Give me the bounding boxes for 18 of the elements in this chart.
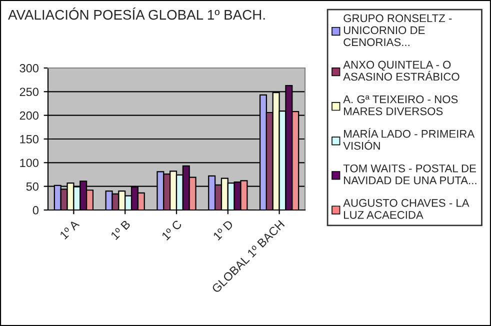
legend-label: ANXO QUINTELA - O ASASINO ESTRÁBICO: [343, 60, 460, 81]
y-tick-label: 250: [20, 88, 39, 96]
y-tick-label: 50: [26, 182, 39, 191]
legend-label: GRUPO RONSELTZ - UNICORNIO DE CENORIAS...: [344, 14, 452, 46]
y-tick-label: 300: [20, 64, 39, 72]
x-tick-label: 1º D: [212, 220, 234, 240]
legend-label: TOM WAITS - POSTAL DE NAVIDAD DE UNA PUTA...: [343, 164, 476, 184]
x-tick-label: 1º C: [161, 220, 182, 241]
chart-title: AVALIACIÓN POESÍA GLOBAL 1º BACH.: [8, 8, 265, 20]
legend-label: A. Gª TEIXEIRO - NOS MARES DIVERSOS: [343, 95, 458, 116]
y-tick-label: 150: [20, 135, 39, 144]
x-tick-label: 1º A: [59, 219, 80, 240]
y-tick-label: 0: [32, 206, 39, 214]
x-tick-label: 1º B: [110, 220, 131, 240]
legend-label: AUGUSTO CHAVES - LA LUZ ACAECIDA: [343, 199, 470, 219]
y-tick-label: 100: [20, 158, 39, 168]
y-tick-label: 200: [20, 111, 39, 120]
legend-label: MARÍA LADO - PRIMEIRA VISIÓN: [343, 128, 475, 150]
